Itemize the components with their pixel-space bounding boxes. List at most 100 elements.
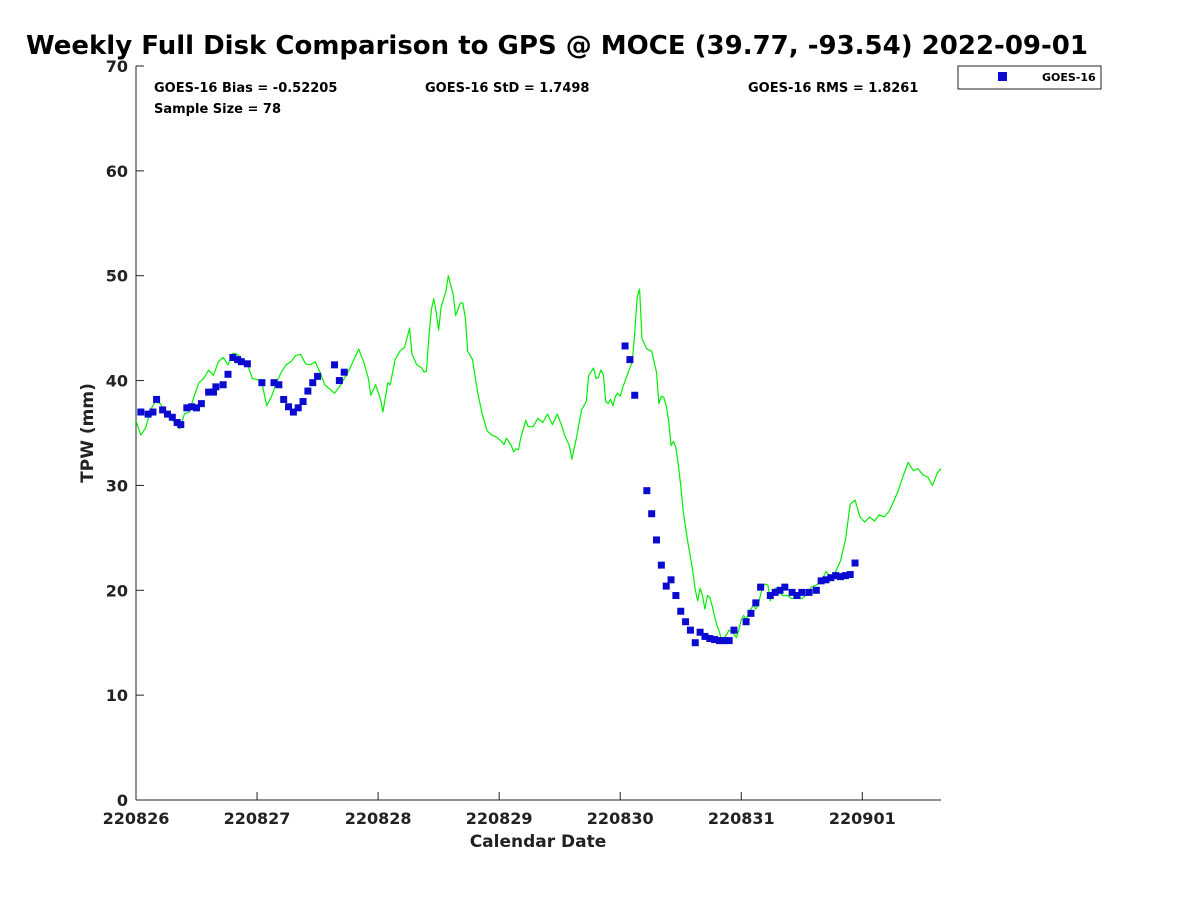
- goes16-point: [766, 592, 774, 600]
- goes16-point: [304, 387, 312, 395]
- goes16-point: [781, 583, 789, 591]
- goes16-point: [648, 510, 656, 518]
- goes16-point: [331, 361, 339, 369]
- goes16-point: [701, 632, 709, 640]
- x-tick-label: 220827: [224, 809, 291, 828]
- goes16-point: [188, 403, 196, 411]
- goes16-point: [653, 536, 661, 544]
- stat-std: GOES-16 StD = 1.7498: [425, 81, 589, 96]
- goes16-point: [706, 635, 714, 643]
- goes16-point: [270, 379, 278, 387]
- goes16-point: [691, 639, 699, 647]
- goes16-point: [163, 410, 171, 418]
- goes16-point: [822, 576, 830, 584]
- goes16-point: [841, 572, 849, 580]
- goes16-point: [837, 573, 845, 581]
- goes16-point: [144, 410, 152, 418]
- goes16-point: [711, 636, 719, 644]
- goes16-point: [662, 582, 670, 590]
- legend: GOES-16: [957, 65, 1102, 90]
- goes16-point: [752, 599, 760, 607]
- goes16-point: [197, 400, 205, 408]
- goes16-point: [193, 404, 201, 412]
- goes16-point: [626, 356, 634, 364]
- x-tick-label: 220826: [103, 809, 170, 828]
- y-tick-label: 30: [106, 476, 128, 495]
- goes16-point: [280, 395, 288, 403]
- goes16-point: [631, 391, 639, 399]
- legend-label-goes16: GOES-16: [1042, 71, 1096, 84]
- goes16-point: [335, 377, 343, 385]
- y-tick-label: 50: [106, 267, 128, 286]
- goes16-point: [229, 354, 237, 362]
- y-tick-label: 70: [106, 57, 128, 76]
- goes16-point: [289, 408, 297, 416]
- goes16-point: [715, 637, 723, 645]
- goes16-point: [294, 404, 302, 412]
- goes16-point: [805, 588, 813, 596]
- goes16-point: [159, 406, 167, 414]
- goes16-point: [258, 379, 266, 387]
- goes16-point: [793, 592, 801, 600]
- goes16-point: [643, 487, 651, 495]
- y-ticks: 0 10 20 30 40 50 60 70: [106, 57, 144, 810]
- goes16-point: [137, 408, 145, 416]
- goes16-point: [725, 637, 733, 645]
- y-tick-label: 40: [106, 372, 128, 391]
- x-tick-label: 220830: [587, 809, 654, 828]
- chart-title: Weekly Full Disk Comparison to GPS @ MOC…: [26, 31, 1088, 61]
- goes16-point: [686, 626, 694, 634]
- x-tick-label: 220831: [708, 809, 775, 828]
- y-tick-label: 0: [117, 791, 128, 810]
- goes16-point: [183, 404, 191, 412]
- goes16-point: [205, 388, 213, 396]
- goes16-point: [314, 372, 322, 380]
- x-tick-label: 220901: [829, 809, 896, 828]
- stat-rms: GOES-16 RMS = 1.8261: [748, 81, 918, 96]
- goes16-point: [776, 586, 784, 594]
- x-tick-label: 220828: [345, 809, 412, 828]
- goes16-point: [817, 577, 825, 585]
- stat-bias: GOES-16 Bias = -0.52205: [154, 81, 337, 96]
- y-axis-label: TPW (mm): [78, 383, 98, 483]
- stats-block: GOES-16 Bias = -0.52205 GOES-16 StD = 1.…: [154, 81, 918, 117]
- goes16-point: [309, 379, 317, 387]
- goes16-point: [219, 381, 227, 389]
- goes16-point: [149, 408, 157, 416]
- goes16-point: [209, 388, 217, 396]
- stat-sample-size: Sample Size = 78: [154, 102, 281, 117]
- goes16-series: [137, 342, 859, 647]
- goes16-point: [742, 618, 750, 626]
- goes16-point: [667, 576, 675, 584]
- goes16-point: [177, 421, 185, 429]
- goes16-point: [696, 628, 704, 636]
- goes16-point: [212, 383, 220, 391]
- goes16-point: [340, 368, 348, 376]
- goes16-point: [621, 342, 629, 350]
- goes16-point: [275, 381, 283, 389]
- goes16-point: [153, 395, 161, 403]
- y-tick-label: 60: [106, 162, 128, 181]
- goes16-point: [657, 561, 665, 569]
- goes16-point: [243, 360, 251, 368]
- legend-marker-goes16: [998, 72, 1007, 81]
- goes16-point: [771, 588, 779, 596]
- y-tick-label: 10: [106, 686, 128, 705]
- goes16-point: [730, 626, 738, 634]
- goes16-point: [827, 574, 835, 582]
- goes16-point: [757, 583, 765, 591]
- goes16-point: [682, 618, 690, 626]
- goes16-point: [720, 637, 728, 645]
- x-ticks: 220826 220827 220828 220829 220830 220831 2209…: [103, 792, 896, 828]
- goes16-point: [173, 419, 181, 427]
- x-axis-label: Calendar Date: [470, 832, 607, 852]
- x-tick-label: 220829: [466, 809, 533, 828]
- goes16-point: [812, 586, 820, 594]
- goes16-point: [237, 358, 245, 366]
- legend-box: [957, 65, 1102, 90]
- goes16-point: [234, 356, 242, 364]
- goes16-point: [747, 609, 755, 617]
- goes16-point: [168, 413, 176, 421]
